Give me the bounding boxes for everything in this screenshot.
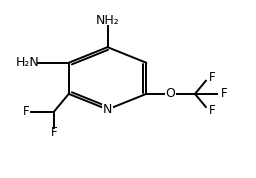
Text: F: F bbox=[23, 105, 29, 118]
Text: F: F bbox=[209, 104, 216, 117]
Text: F: F bbox=[209, 71, 216, 84]
Text: NH₂: NH₂ bbox=[96, 14, 119, 27]
Text: O: O bbox=[166, 87, 176, 100]
Text: F: F bbox=[51, 126, 57, 139]
Text: N: N bbox=[103, 103, 112, 116]
Text: H₂N: H₂N bbox=[16, 56, 40, 69]
Text: F: F bbox=[221, 87, 228, 100]
